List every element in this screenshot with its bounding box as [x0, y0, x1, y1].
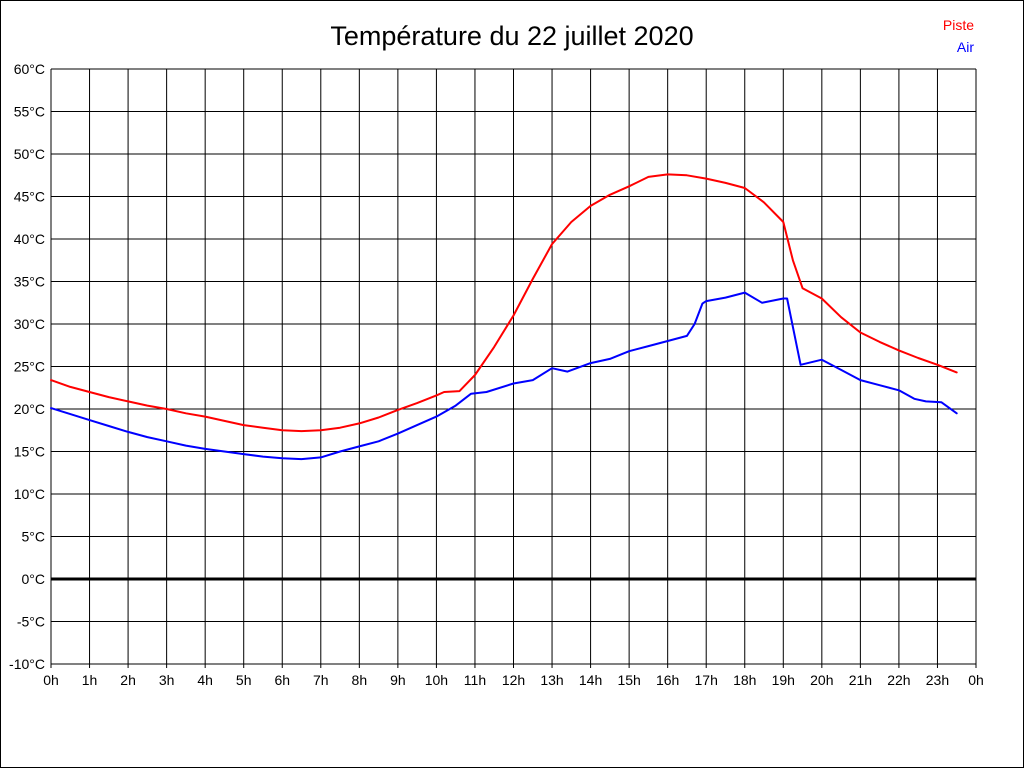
y-axis-label: 55°C: [14, 104, 45, 120]
y-axis-label: 60°C: [14, 61, 45, 77]
y-axis-label: 15°C: [14, 444, 45, 460]
x-axis-label: 2h: [120, 672, 136, 688]
x-axis-label: 17h: [695, 672, 718, 688]
y-axis-label: -5°C: [17, 614, 45, 630]
y-axis-label: 50°C: [14, 146, 45, 162]
y-axis-label: -10°C: [9, 656, 45, 672]
x-axis-label: 22h: [887, 672, 910, 688]
x-axis-label: 20h: [810, 672, 833, 688]
y-axis-label: 25°C: [14, 359, 45, 375]
chart-legend: Piste Air: [943, 14, 974, 58]
x-axis-label: 21h: [849, 672, 872, 688]
x-axis-label: 0h: [43, 672, 59, 688]
x-axis-label: 0h: [968, 672, 984, 688]
piste-series-line: [50, 173, 958, 433]
x-axis-label: 4h: [197, 672, 213, 688]
air-series-line: [50, 291, 958, 461]
x-axis-label: 15h: [617, 672, 640, 688]
x-axis-label: 18h: [733, 672, 756, 688]
x-axis-label: 7h: [313, 672, 329, 688]
x-axis-label: 6h: [274, 672, 290, 688]
y-axis-label: 20°C: [14, 401, 45, 417]
chart-title: Température du 22 juillet 2020: [330, 21, 694, 51]
x-axis-label: 10h: [425, 672, 448, 688]
x-axis-label: 8h: [352, 672, 368, 688]
x-axis-label: 9h: [390, 672, 406, 688]
y-axis-label: 45°C: [14, 189, 45, 205]
x-axis-label: 16h: [656, 672, 679, 688]
x-axis-label: 19h: [772, 672, 795, 688]
y-axis-label: 35°C: [14, 274, 45, 290]
x-axis-label: 13h: [540, 672, 563, 688]
y-axis-label: 40°C: [14, 231, 45, 247]
y-axis-label: 30°C: [14, 316, 45, 332]
x-axis-label: 11h: [464, 672, 486, 688]
y-axis-label: 10°C: [14, 486, 45, 502]
y-axis-label: 0°C: [22, 571, 46, 587]
x-axis-label: 1h: [82, 672, 98, 688]
x-axis-label: 12h: [502, 672, 525, 688]
y-axis-label: 5°C: [22, 529, 46, 545]
x-axis-label: 5h: [236, 672, 252, 688]
legend-item-air: Air: [956, 39, 974, 55]
x-axis-label: 14h: [579, 672, 602, 688]
x-axis-label: 3h: [159, 672, 175, 688]
legend-item-piste: Piste: [942, 17, 974, 33]
x-axis-label: 23h: [926, 672, 949, 688]
